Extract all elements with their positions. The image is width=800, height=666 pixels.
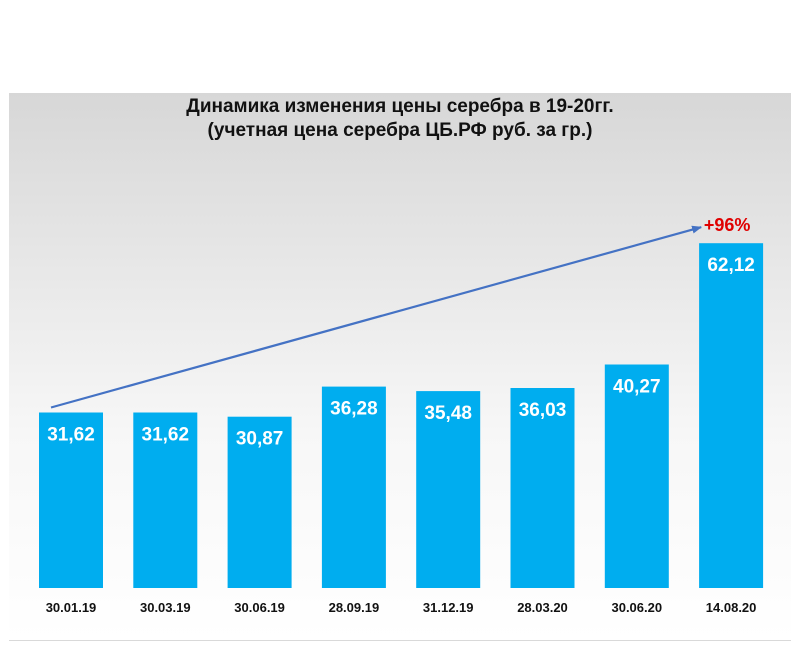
chart-title-line: Динамика изменения цены серебра в 19-20г… <box>186 96 614 117</box>
x-tick-label: 30.01.19 <box>46 600 97 615</box>
chart-subtitle: (учетная цена серебра ЦБ.РФ руб. за гр.) <box>207 120 593 141</box>
x-axis-ticks: 30.01.19 30.03.19 30.06.19 28.09.19 31.12.19… <box>46 600 757 615</box>
chart-title: Динамика изменения цены серебра в 19-20г… <box>100 95 700 143</box>
x-tick-label: 28.09.19 <box>329 600 380 615</box>
bar-value-label: 40,27 <box>613 377 661 398</box>
bar-5 <box>416 391 481 588</box>
growth-annotation: +96% <box>50 215 751 409</box>
bar-value-label: 36,28 <box>330 399 378 420</box>
bars-group: 31,62 31,62 30,87 36,28 35,48 36,03 40,27 62,12 <box>39 243 764 588</box>
bar-8 <box>699 243 764 588</box>
x-tick-label: 28.03.20 <box>517 600 568 615</box>
x-tick-label: 30.06.19 <box>234 600 285 615</box>
bar-value-label: 35,48 <box>424 403 472 424</box>
x-tick-label: 14.08.20 <box>706 600 757 615</box>
bar-value-label: 62,12 <box>707 255 755 276</box>
bar-2 <box>133 412 198 588</box>
x-tick-label: 31.12.19 <box>423 600 474 615</box>
bar-6 <box>510 388 575 588</box>
bar-7 <box>604 364 669 588</box>
bar-value-label: 31,62 <box>47 425 95 446</box>
x-tick-label: 30.03.19 <box>140 600 191 615</box>
bar-value-label: 31,62 <box>142 425 190 446</box>
bar-value-label: 30,87 <box>236 429 284 450</box>
bar-value-label: 36,03 <box>519 400 567 421</box>
bar-3 <box>227 416 292 588</box>
bar-4 <box>321 386 386 588</box>
x-tick-label: 30.06.20 <box>611 600 662 615</box>
trend-arrow <box>50 225 703 409</box>
growth-percent-label: +96% <box>704 215 751 235</box>
bar-1 <box>39 412 103 588</box>
